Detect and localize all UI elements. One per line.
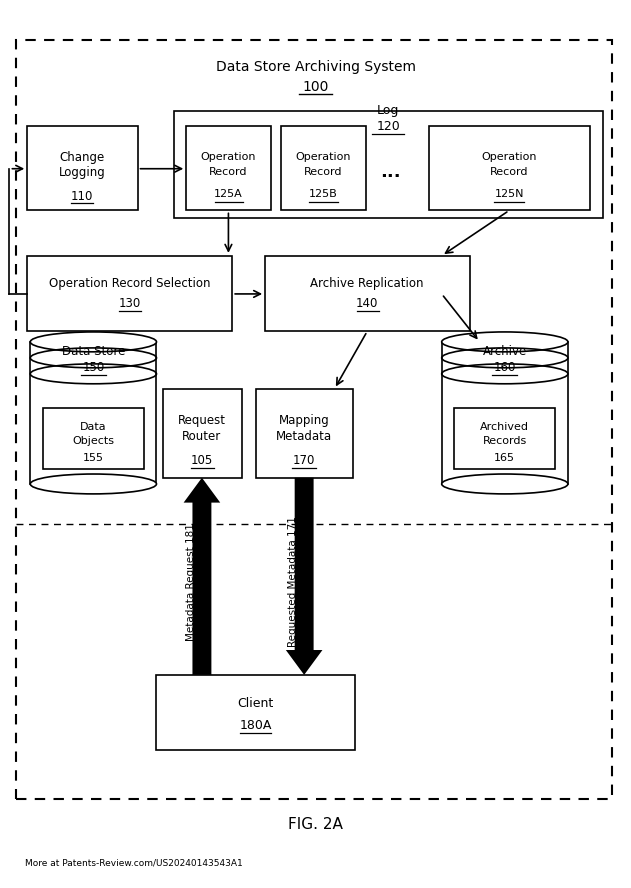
Text: 160: 160: [493, 361, 516, 374]
Text: Data Store Archiving System: Data Store Archiving System: [216, 60, 415, 75]
Text: Request: Request: [178, 414, 226, 426]
Text: Record: Record: [304, 167, 343, 178]
Text: Operation: Operation: [295, 152, 351, 163]
FancyBboxPatch shape: [186, 126, 271, 210]
Text: 120: 120: [376, 121, 400, 133]
Text: 125A: 125A: [214, 189, 243, 200]
Ellipse shape: [442, 332, 568, 352]
Ellipse shape: [30, 474, 156, 494]
Text: 140: 140: [356, 297, 379, 310]
Text: Objects: Objects: [73, 436, 114, 447]
Text: Requested Metadata 171: Requested Metadata 171: [288, 516, 298, 647]
Text: 105: 105: [191, 455, 213, 467]
Text: Operation: Operation: [201, 152, 256, 163]
Ellipse shape: [30, 332, 156, 352]
Text: Client: Client: [237, 697, 274, 710]
FancyBboxPatch shape: [163, 389, 242, 478]
FancyBboxPatch shape: [174, 111, 603, 218]
Text: 170: 170: [293, 455, 316, 467]
Text: Record: Record: [209, 167, 248, 178]
Text: Data Store: Data Store: [62, 345, 125, 358]
Text: 110: 110: [71, 190, 93, 202]
Text: 125N: 125N: [495, 189, 524, 200]
Text: Operation: Operation: [481, 152, 537, 163]
Text: More at Patents-Review.com/US20240143543A1: More at Patents-Review.com/US20240143543…: [25, 859, 243, 868]
FancyBboxPatch shape: [265, 256, 470, 331]
Text: 130: 130: [118, 297, 141, 310]
Text: Mapping: Mapping: [279, 414, 329, 426]
Text: 100: 100: [302, 80, 329, 94]
FancyBboxPatch shape: [156, 675, 355, 750]
Text: 125B: 125B: [309, 189, 338, 200]
Text: 180A: 180A: [239, 719, 272, 732]
Text: Data: Data: [80, 422, 107, 432]
FancyBboxPatch shape: [454, 408, 555, 469]
FancyBboxPatch shape: [30, 342, 156, 484]
Text: Archived: Archived: [480, 422, 529, 432]
FancyBboxPatch shape: [281, 126, 366, 210]
Text: Record: Record: [490, 167, 529, 178]
Text: 155: 155: [83, 453, 104, 464]
Text: 150: 150: [82, 361, 105, 374]
Text: 165: 165: [494, 453, 516, 464]
Text: FIG. 2A: FIG. 2A: [288, 817, 343, 831]
Text: Logging: Logging: [59, 166, 105, 178]
FancyBboxPatch shape: [27, 126, 138, 210]
Text: Router: Router: [182, 430, 221, 442]
Text: Metadata: Metadata: [276, 430, 332, 442]
Ellipse shape: [442, 474, 568, 494]
FancyBboxPatch shape: [43, 408, 144, 469]
Text: ...: ...: [380, 163, 400, 181]
Text: Change: Change: [59, 151, 105, 163]
Text: Archive: Archive: [483, 345, 527, 358]
Text: Log: Log: [377, 104, 399, 116]
FancyBboxPatch shape: [442, 342, 568, 484]
Text: Operation Record Selection: Operation Record Selection: [49, 277, 210, 289]
FancyBboxPatch shape: [256, 389, 353, 478]
FancyBboxPatch shape: [429, 126, 590, 210]
FancyBboxPatch shape: [27, 256, 232, 331]
FancyArrow shape: [286, 478, 322, 675]
Text: Metadata Request 181: Metadata Request 181: [186, 523, 196, 640]
FancyArrow shape: [184, 478, 220, 675]
Text: Records: Records: [483, 436, 527, 447]
Text: Archive Replication: Archive Replication: [310, 277, 424, 289]
